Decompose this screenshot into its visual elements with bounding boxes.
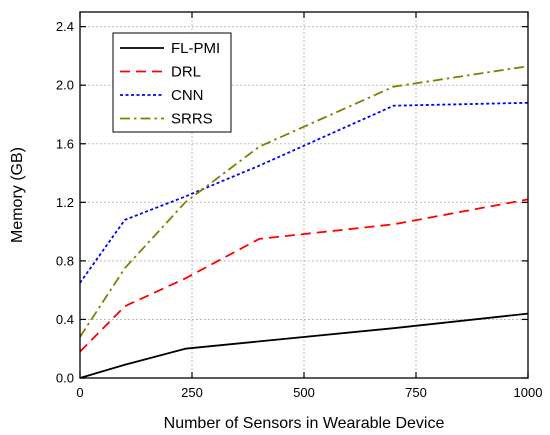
x-tick-label: 250 [181,385,203,400]
y-tick-label: 0.4 [56,312,74,327]
x-tick-label: 500 [293,385,315,400]
y-tick-label: 0.8 [56,253,74,268]
y-tick-label: 2.0 [56,78,74,93]
x-tick-label: 750 [405,385,427,400]
series-lines [79,65,529,379]
legend: FL-PMI DRL CNN SRRS [112,32,232,133]
y-tick-label: 1.2 [56,195,74,210]
x-axis-title: Number of Sensors in Wearable Device [164,415,445,432]
x-tick-label: 1000 [514,385,543,400]
legend-box [112,32,232,133]
y-tick-label: 0.0 [56,371,74,386]
legend-label: FL-PMI [171,40,220,57]
legend-label: DRL [171,64,201,81]
axis-ticks: 0 250 500 750 1000 0.0 0.4 0.8 1.2 1.6 2.0 2.4 [56,12,543,400]
grid-lines [80,12,528,378]
series-line-cnn [79,101,529,284]
legend-label: SRRS [171,111,213,128]
series-line-srrs [79,65,529,338]
y-tick-label: 1.6 [56,136,74,151]
x-tick-label: 0 [76,385,83,400]
y-axis-title: Memory (GB) [9,147,26,243]
series-line-drl [79,198,529,353]
series-line-fl-pmi [79,312,529,379]
y-tick-label: 2.4 [56,19,74,34]
legend-label: CNN [171,87,204,104]
